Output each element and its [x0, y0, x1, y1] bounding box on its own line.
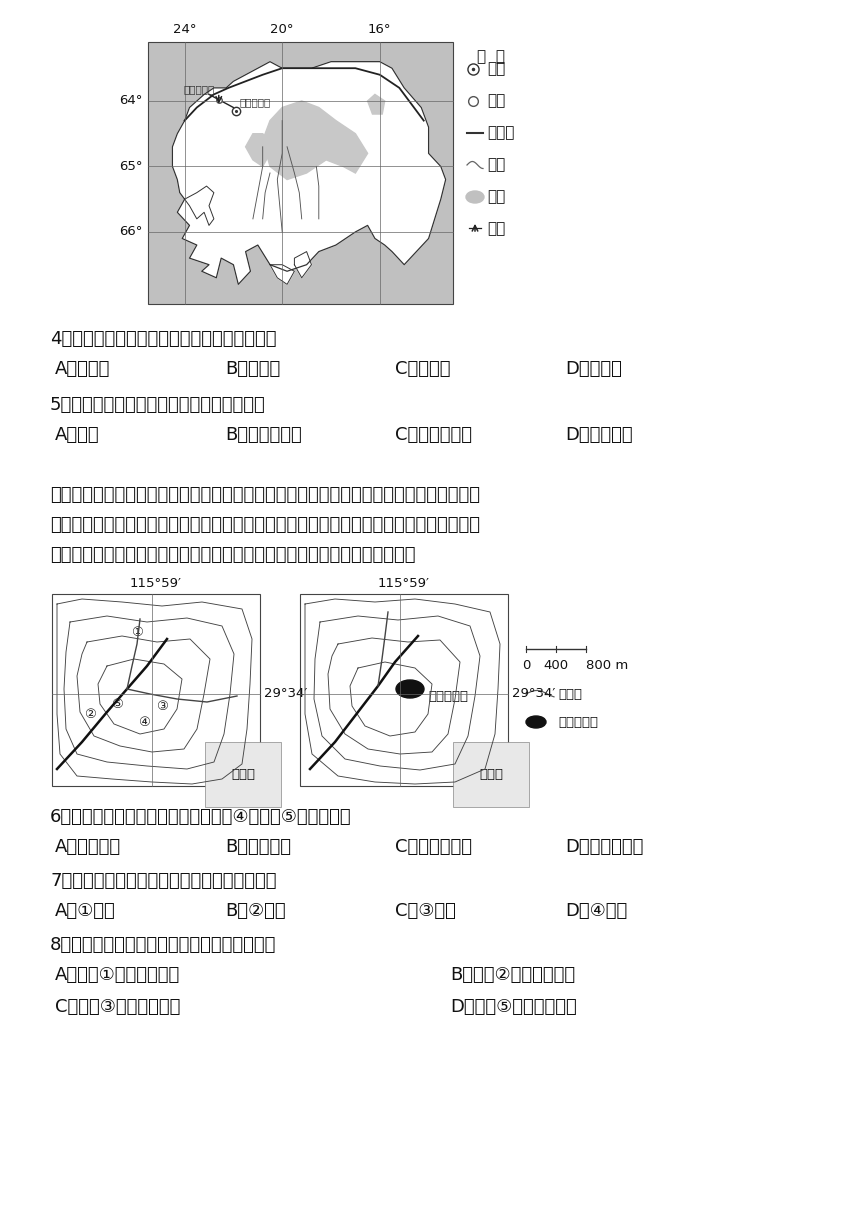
Ellipse shape — [526, 716, 546, 728]
Text: 雷克雅未克: 雷克雅未克 — [240, 97, 271, 107]
Text: 64°: 64° — [120, 95, 143, 107]
Text: 0: 0 — [522, 659, 530, 672]
Text: B．促进②河段泥沙淤积: B．促进②河段泥沙淤积 — [450, 966, 575, 984]
Text: 城市: 城市 — [487, 94, 506, 108]
Text: 7．该地河流袭夺后，水量明显增加的是（　）: 7．该地河流袭夺后，水量明显增加的是（ ） — [50, 872, 277, 890]
Bar — [300, 593, 508, 786]
Text: 河流: 河流 — [487, 158, 506, 173]
Text: A．①河段: A．①河段 — [55, 902, 116, 921]
Text: ①: ① — [131, 625, 143, 638]
Text: 29°34′: 29°34′ — [512, 687, 556, 700]
Ellipse shape — [466, 191, 484, 203]
Text: C．③河段: C．③河段 — [395, 902, 456, 921]
Text: 6．该地河流袭夺的主要原因是相较于④河段，⑤河段（　）: 6．该地河流袭夺的主要原因是相较于④河段，⑤河段（ ） — [50, 807, 352, 826]
Text: B．②河段: B．②河段 — [225, 902, 286, 921]
Text: 等高线: 等高线 — [558, 687, 582, 700]
Text: 400: 400 — [544, 659, 568, 672]
Polygon shape — [294, 252, 311, 277]
Text: B．阴雨天气多: B．阴雨天气多 — [225, 426, 302, 444]
Polygon shape — [262, 101, 367, 180]
Text: A．促进①河段侧向侵蚀: A．促进①河段侧向侵蚀 — [55, 966, 181, 984]
Text: 8．该地河流袭夺后，大月山水库的修建（　）: 8．该地河流袭夺后，大月山水库的修建（ ） — [50, 936, 276, 955]
Text: 4．凯夫拉维克机场常年有风，风向多为（　）: 4．凯夫拉维克机场常年有风，风向多为（ ） — [50, 330, 277, 348]
Text: ②: ② — [84, 708, 96, 721]
Text: 冰川: 冰川 — [487, 190, 506, 204]
Text: 首都: 首都 — [487, 62, 506, 77]
Text: 机场: 机场 — [487, 221, 506, 236]
Polygon shape — [270, 265, 294, 285]
Ellipse shape — [396, 680, 424, 698]
Text: A．流速较快: A．流速较快 — [55, 838, 121, 856]
Text: 大月山水库: 大月山水库 — [428, 691, 468, 703]
Text: 河流袭夺是指分水岭两侧的河流，由于侵蚀强度的差异，其中侵蚀较强的河流切穿分水: 河流袭夺是指分水岭两侧的河流，由于侵蚀强度的差异，其中侵蚀较强的河流切穿分水 — [50, 486, 480, 503]
Polygon shape — [246, 134, 270, 167]
Text: B．流量较大: B．流量较大 — [225, 838, 291, 856]
Text: 后，当地修建了大月山水库，为周边居民提供生活水源。据此完成下面小题。: 后，当地修建了大月山水库，为周边居民提供生活水源。据此完成下面小题。 — [50, 546, 415, 564]
Text: D．减缓⑤河段溯源侵蚀: D．减缓⑤河段溯源侵蚀 — [450, 998, 577, 1017]
Text: 66°: 66° — [120, 225, 143, 238]
Text: 交通线: 交通线 — [487, 125, 514, 141]
Text: D．④河段: D．④河段 — [565, 902, 627, 921]
Text: D．东南风: D．东南风 — [565, 360, 622, 378]
Text: 115°59′: 115°59′ — [130, 578, 182, 590]
Text: 800 m: 800 m — [586, 659, 629, 672]
Text: 65°: 65° — [120, 161, 143, 173]
Text: C．积雪时间长: C．积雪时间长 — [395, 426, 472, 444]
Text: ⑤: ⑤ — [111, 698, 123, 710]
Bar — [52, 593, 260, 786]
Text: 袭夺后: 袭夺后 — [479, 769, 503, 781]
Polygon shape — [367, 95, 384, 114]
Text: ④: ④ — [138, 715, 150, 728]
Polygon shape — [172, 62, 445, 285]
Text: 16°: 16° — [368, 23, 391, 36]
Bar — [148, 43, 453, 304]
Text: 20°: 20° — [270, 23, 294, 36]
Text: D．地震频发: D．地震频发 — [565, 426, 633, 444]
Text: 河流与水库: 河流与水库 — [558, 715, 598, 728]
Text: C．含沙量较大: C．含沙量较大 — [395, 838, 472, 856]
Text: A．飓风: A．飓风 — [55, 426, 100, 444]
Polygon shape — [185, 186, 214, 225]
Text: 凯夫拉维克: 凯夫拉维克 — [183, 85, 215, 95]
Text: B．西南风: B．西南风 — [225, 360, 280, 378]
Text: ③: ③ — [156, 699, 168, 713]
Text: D．河床较松软: D．河床较松软 — [565, 838, 643, 856]
Text: C．西北风: C．西北风 — [395, 360, 451, 378]
Text: A．东北风: A．东北风 — [55, 360, 110, 378]
Text: 29°34′: 29°34′ — [264, 687, 307, 700]
Text: 5．该机场飞机飞行面临的主要困难是（　）: 5．该机场飞机飞行面临的主要困难是（ ） — [50, 396, 266, 413]
Text: C．减缓③河段水位变化: C．减缓③河段水位变化 — [55, 998, 181, 1017]
Text: 115°59′: 115°59′ — [378, 578, 430, 590]
Text: 24°: 24° — [173, 23, 196, 36]
Text: 图  例: 图 例 — [477, 49, 505, 64]
Text: 岭，抢夺其他河流上游河段的现象。下图示意庐山某处河流袭夺前后的水系变化。河流袭夺: 岭，抢夺其他河流上游河段的现象。下图示意庐山某处河流袭夺前后的水系变化。河流袭夺 — [50, 516, 480, 534]
Text: 袭夺前: 袭夺前 — [231, 769, 255, 781]
